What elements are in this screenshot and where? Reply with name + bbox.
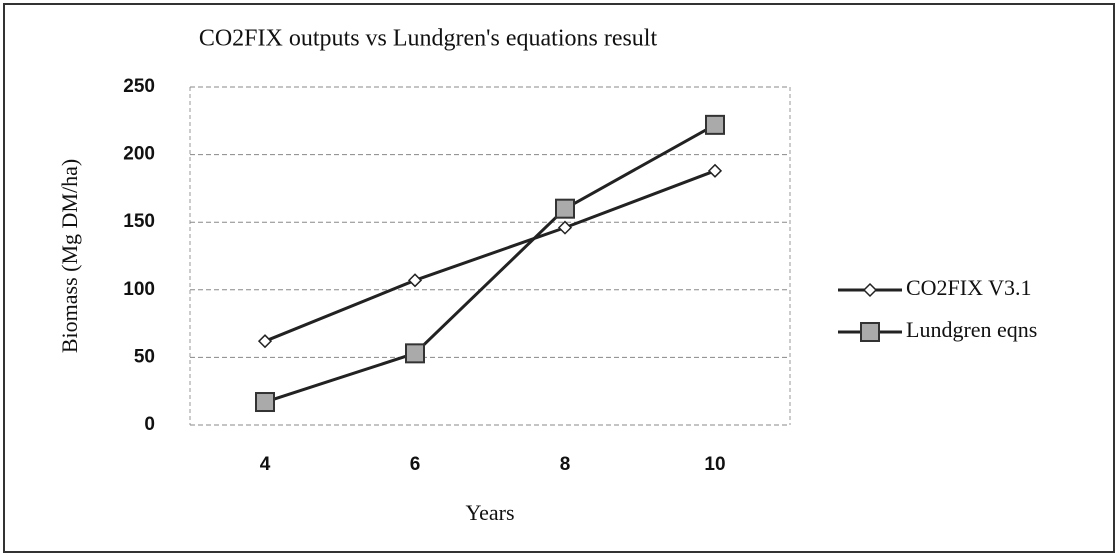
y-tick-label: 0 xyxy=(144,414,155,435)
series-line xyxy=(264,169,716,343)
legend-label: Lundgren eqns xyxy=(906,317,1037,342)
chart-title: CO2FIX outputs vs Lundgren's equations r… xyxy=(199,26,658,52)
marker xyxy=(255,392,275,413)
marker xyxy=(555,198,575,219)
legend-label: CO2FIX V3.1 xyxy=(906,275,1032,300)
marker xyxy=(860,322,880,342)
marker xyxy=(557,220,573,235)
marker xyxy=(707,163,723,178)
x-axis-label: Years xyxy=(465,500,514,525)
y-tick-label: 250 xyxy=(123,76,155,97)
y-tick-label: 50 xyxy=(134,346,155,367)
y-tick-label: 100 xyxy=(123,279,155,300)
x-tick-label: 6 xyxy=(410,454,421,475)
y-tick-label: 200 xyxy=(123,144,155,165)
x-tick-label: 4 xyxy=(260,454,271,475)
x-tick-label: 8 xyxy=(560,454,571,475)
marker xyxy=(705,114,725,135)
y-axis-label: Biomass (Mg DM/ha) xyxy=(57,159,82,353)
marker xyxy=(862,282,878,298)
chart-border xyxy=(3,3,1115,553)
marker xyxy=(407,273,423,288)
marker xyxy=(405,343,425,364)
x-tick-label: 10 xyxy=(704,454,725,475)
marker xyxy=(257,334,273,349)
series-line xyxy=(264,123,716,404)
y-tick-label: 150 xyxy=(123,211,155,232)
